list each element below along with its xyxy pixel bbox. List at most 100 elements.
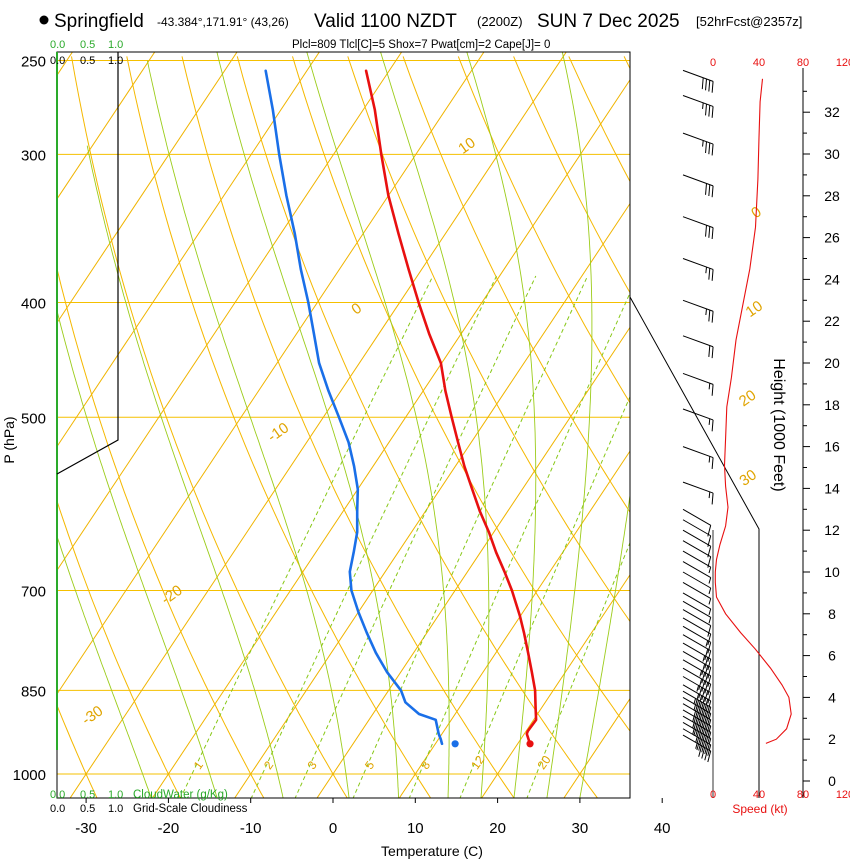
wind-barb-feather bbox=[711, 185, 714, 198]
wind-barb-feather bbox=[711, 81, 714, 93]
wind-barb bbox=[682, 642, 712, 671]
wind-barb-staff bbox=[682, 625, 711, 643]
wind-speed-tick-top: 0 bbox=[710, 57, 716, 69]
height-tick-label: 6 bbox=[828, 648, 836, 664]
moist-adiabat bbox=[380, 52, 490, 798]
wind-barb bbox=[682, 299, 714, 323]
x-tick-label: -30 bbox=[75, 820, 97, 837]
station-marker-icon bbox=[39, 15, 49, 25]
height-tick-label: 12 bbox=[824, 522, 840, 538]
cloudwater-scale-top: 1.0 bbox=[108, 39, 123, 51]
wind-barb-feather bbox=[707, 692, 712, 704]
mixing-ratio-line bbox=[294, 275, 537, 798]
cloudiness-scale-bottom: 0.0 bbox=[50, 803, 65, 815]
cloudiness-scale-top: 0.0 bbox=[50, 55, 65, 67]
pressure-label: 300 bbox=[21, 147, 46, 164]
temperature-profile bbox=[364, 69, 538, 746]
isotherm bbox=[57, 52, 238, 324]
wind-barb-feather bbox=[707, 719, 712, 731]
x-tick-label: 0 bbox=[329, 820, 337, 837]
wind-barb-feather bbox=[695, 706, 700, 718]
dry-adiabat bbox=[347, 56, 630, 623]
cloudwater-scale-bottom: 0.0 bbox=[50, 789, 65, 801]
wind-barb-half-feather bbox=[702, 655, 706, 662]
wind-barb-staff bbox=[682, 408, 714, 421]
wind-barb-feather bbox=[708, 345, 711, 357]
wind-barb-feather bbox=[698, 720, 703, 732]
wind-barb-feather bbox=[705, 225, 707, 237]
height-tick-label: 24 bbox=[824, 271, 840, 287]
wind-barb bbox=[682, 95, 714, 118]
wind-barb-staff bbox=[682, 600, 711, 618]
isotherm bbox=[151, 78, 630, 798]
wind-barb-feather bbox=[707, 650, 712, 662]
moist-adiabat bbox=[57, 308, 218, 798]
wind-barb-feather bbox=[698, 687, 703, 699]
wind-speed-tick-bottom: 40 bbox=[753, 789, 765, 801]
wind-barb-feather bbox=[692, 717, 697, 729]
wind-barb-staff bbox=[682, 446, 714, 459]
isotherm bbox=[57, 52, 320, 448]
dry-adiabat-label: 20 bbox=[736, 387, 759, 410]
dry-adiabat-label: 10 bbox=[743, 297, 766, 320]
wind-barb-feather bbox=[708, 105, 711, 117]
dry-adiabat bbox=[457, 56, 630, 404]
forecast-run: [52hrFcst@2357z] bbox=[696, 14, 802, 29]
dry-adiabat-label: 30 bbox=[736, 466, 759, 489]
wind-barb-half-feather bbox=[708, 418, 711, 425]
cloudwater-scale-bottom: 1.0 bbox=[108, 789, 123, 801]
dry-adiabat-label: 10 bbox=[455, 134, 478, 157]
wind-barb bbox=[682, 519, 712, 547]
isotherm bbox=[316, 326, 630, 798]
pressure-label: 250 bbox=[21, 54, 46, 71]
wind-barb bbox=[682, 69, 714, 93]
y-axis-title: P (hPa) bbox=[1, 416, 17, 463]
wind-barb-feather bbox=[704, 724, 709, 736]
isotherm bbox=[57, 52, 156, 200]
wind-barb-half-feather bbox=[696, 685, 700, 692]
wind-barb-feather bbox=[695, 693, 700, 706]
wind-barb-feather bbox=[701, 680, 706, 692]
isotherm bbox=[69, 52, 567, 798]
wind-barb-half-feather bbox=[702, 102, 704, 110]
surface-temperature-marker bbox=[526, 740, 534, 748]
station-coords: -43.384°,171.91° (43,26) bbox=[157, 15, 289, 29]
cloudwater-scale-top: 0.5 bbox=[80, 39, 95, 51]
mixing-ratio-line bbox=[352, 275, 589, 798]
wind-barb-half-feather bbox=[708, 577, 712, 584]
wind-barb-feather bbox=[707, 667, 712, 679]
wind-barb-feather bbox=[701, 734, 706, 747]
wind-barb-staff bbox=[682, 571, 711, 589]
wind-barb-feather bbox=[707, 713, 712, 725]
cloud-panel: 0.0 0.5 1.0 0.0 0.5 1.0 0.0 0.5 1.0 0.0 0.5 1.0 Clou… bbox=[50, 39, 248, 815]
wind-panel: 0040408080120120Speed (kt) bbox=[629, 57, 850, 816]
surface-dewpoint-marker bbox=[451, 740, 459, 748]
wind-barb-feather bbox=[711, 144, 714, 156]
height-tick-label: 20 bbox=[824, 355, 840, 371]
wind-barb bbox=[682, 650, 712, 679]
height-tick-label: 18 bbox=[824, 397, 840, 413]
wind-barb-feather bbox=[698, 714, 703, 726]
dry-adiabat-label: -10 bbox=[265, 419, 293, 445]
wind-barb-half-feather bbox=[693, 698, 697, 705]
wind-barb-feather bbox=[695, 725, 700, 737]
plot-frame bbox=[56, 51, 631, 799]
wind-barb-feather bbox=[701, 722, 706, 734]
wind-barb-feather bbox=[707, 633, 712, 646]
x-tick-label: 40 bbox=[654, 820, 671, 837]
utc-time: (2200Z) bbox=[477, 14, 523, 29]
wind-barb-feather bbox=[708, 80, 711, 92]
pressure-label: 1000 bbox=[13, 767, 46, 784]
wind-barb bbox=[682, 609, 712, 637]
dry-adiabat bbox=[57, 704, 98, 798]
wind-barb bbox=[682, 335, 714, 359]
wind-barb bbox=[682, 617, 712, 646]
wind-barb-half-feather bbox=[708, 598, 712, 605]
wind-barb-feather bbox=[707, 675, 712, 687]
isotherm bbox=[57, 52, 485, 695]
height-tick-label: 26 bbox=[824, 230, 840, 246]
wind-barb-staff bbox=[682, 174, 714, 187]
wind-barb bbox=[682, 571, 712, 595]
